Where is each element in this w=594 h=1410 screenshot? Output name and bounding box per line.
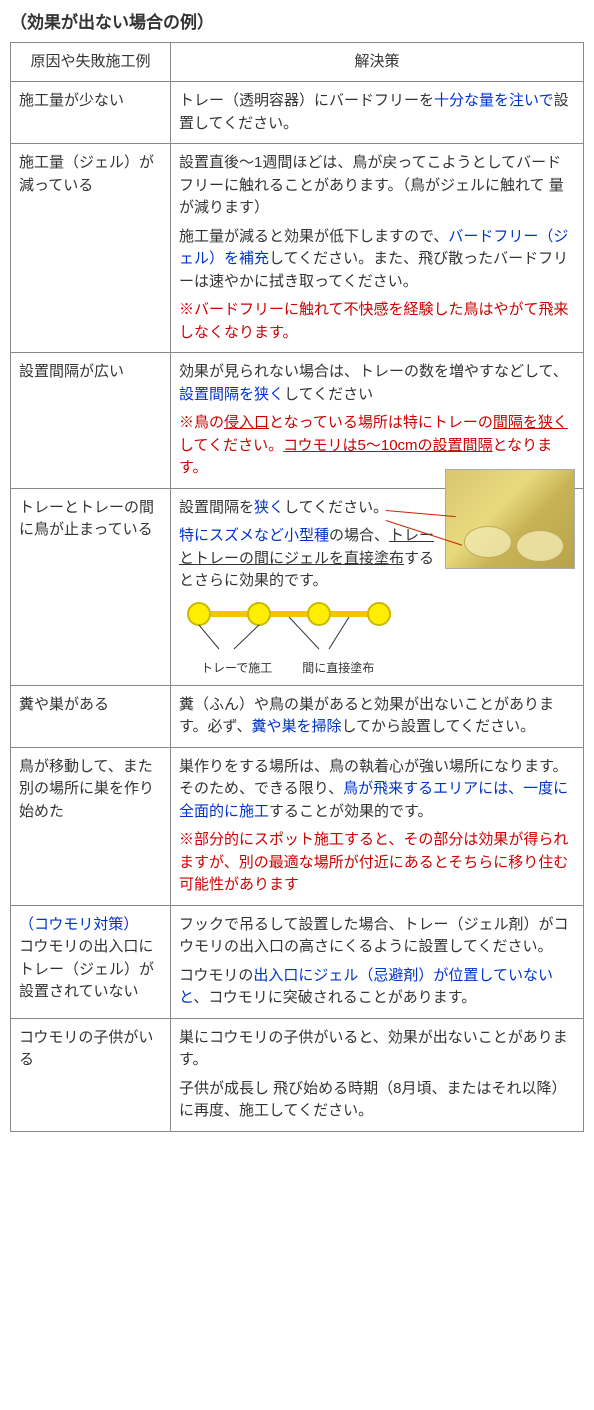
text: ※鳥の — [179, 414, 224, 431]
paragraph: 効果が見られない場合は、トレーの数を増やすなどして、設置間隔を狭くしてください — [179, 361, 575, 406]
highlight: 特にスズメなど小型種 — [179, 527, 329, 544]
solution-cell: フックで吊るして設置した場合、トレー（ジェル剤）がコウモリの出入口の高さにくるよ… — [171, 905, 584, 1018]
cause-cell: 施工量が少ない — [11, 82, 171, 144]
text: することが効果的です。 — [269, 803, 433, 820]
text: してください — [284, 386, 373, 403]
photo-placeholder — [445, 469, 575, 569]
paragraph: コウモリの出入口にジェル（忌避剤）が位置していないと、コウモリに突破されることが… — [179, 965, 575, 1010]
diagram-labels: トレーで施工 間に直接塗布 — [201, 659, 575, 677]
page-title: （効果が出ない場合の例） — [10, 10, 584, 36]
col-header-solution: 解決策 — [171, 42, 584, 82]
diagram-label: トレーで施工 — [201, 659, 272, 677]
text: 、コウモリに突破されることがあります。 — [193, 989, 476, 1006]
cause-cell: 施工量（ジェル）が減っている — [11, 144, 171, 353]
table-row: 鳥が移動して、また別の場所に巣を作り始めた 巣作りをする場所は、鳥の執着心が強い… — [11, 747, 584, 905]
cause-cell: トレーとトレーの間に鳥が止まっている — [11, 488, 171, 685]
text: 効果が見られない場合は、トレーの数を増やすなどして、 — [179, 363, 568, 380]
text: してから設置してください。 — [341, 718, 535, 735]
paragraph: 巣にコウモリの子供がいると、効果が出ないことがあります。 — [179, 1027, 575, 1072]
tray-circle — [368, 603, 390, 625]
highlight: 狭く — [254, 499, 284, 516]
solution-cell: 効果が見られない場合は、トレーの数を増やすなどして、設置間隔を狭くしてください … — [171, 353, 584, 489]
table-row: 糞や巣がある 糞（ふん）や鳥の巣があると効果が出ないことがあります。必ず、糞や巣… — [11, 685, 584, 747]
text: コウモリの — [179, 967, 253, 984]
table-row: 施工量が少ない トレー（透明容器）にバードフリーを十分な量を注いで設置してくださ… — [11, 82, 584, 144]
note: ※バードフリーに触れて不快感を経験した鳥はやがて飛来しなくなります。 — [179, 299, 575, 344]
cause-cell: 鳥が移動して、また別の場所に巣を作り始めた — [11, 747, 171, 905]
gel-bar — [191, 611, 391, 617]
tray-diagram: トレーで施工 間に直接塗布 — [179, 599, 575, 677]
highlight: 設置間隔を狭く — [179, 386, 284, 403]
cause-cell: 糞や巣がある — [11, 685, 171, 747]
paragraph: 特にスズメなど小型種の場合、トレーとトレーの間にジェルを直接塗布するとさらに効果… — [179, 525, 575, 593]
highlight: 十分な量を注いで — [434, 92, 554, 109]
text: の場合、 — [329, 527, 389, 544]
solution-cell: 糞（ふん）や鳥の巣があると効果が出ないことがあります。必ず、糞や巣を掃除してから… — [171, 685, 584, 747]
tray-circle — [248, 603, 270, 625]
paragraph: 設置直後～1週間ほどは、鳥が戻ってこようとしてバードフリーに触れることがあります… — [179, 152, 575, 220]
text: してください。 — [179, 437, 283, 454]
solution-cell: トレー（透明容器）にバードフリーを十分な量を注いで設置してください。 — [171, 82, 584, 144]
troubleshoot-table: 原因や失敗施工例 解決策 施工量が少ない トレー（透明容器）にバードフリーを十分… — [10, 42, 584, 1132]
diagram-label: 間に直接塗布 — [302, 659, 374, 677]
paragraph: フックで吊るして設置した場合、トレー（ジェル剤）がコウモリの出入口の高さにくるよ… — [179, 914, 575, 959]
solution-cell: 設置直後～1週間ほどは、鳥が戻ってこようとしてバードフリーに触れることがあります… — [171, 144, 584, 353]
table-row: コウモリの子供がいる 巣にコウモリの子供がいると、効果が出ないことがあります。 … — [11, 1018, 584, 1131]
text: 侵入口 — [224, 414, 269, 431]
text: コウモリは5～10cmの設置間隔 — [283, 437, 492, 454]
highlight: 糞や巣を掃除 — [251, 718, 341, 735]
tray-circle — [188, 603, 210, 625]
text: トレー（透明容器）にバードフリーを — [179, 92, 434, 109]
table-row: トレーとトレーの間に鳥が止まっている 設置間隔を狭くしてください。 特にスズメな… — [11, 488, 584, 685]
text: となっている場所は特にトレーの — [269, 414, 493, 431]
tray-circle — [308, 603, 330, 625]
text: コウモリの出入口にトレー（ジェル）が設置されていない — [19, 938, 154, 1000]
note: ※部分的にスポット施工すると、その部分は効果が得られますが、別の最適な場所が付近… — [179, 829, 575, 897]
table-row: （コウモリ対策） コウモリの出入口にトレー（ジェル）が設置されていない フックで… — [11, 905, 584, 1018]
cause-cell: （コウモリ対策） コウモリの出入口にトレー（ジェル）が設置されていない — [11, 905, 171, 1018]
text: 間隔を狭く — [493, 414, 568, 431]
paragraph: 子供が成長し 飛び始める時期（8月頃、またはそれ以降）に再度、施工してください。 — [179, 1078, 575, 1123]
paragraph: 施工量が減ると効果が低下しますので、バードフリー（ジェル）を補充してください。ま… — [179, 226, 575, 294]
cause-cell: コウモリの子供がいる — [11, 1018, 171, 1131]
paragraph: 巣作りをする場所は、鳥の執着心が強い場所になります。そのため、できる限り、鳥が飛… — [179, 756, 575, 824]
highlight: （コウモリ対策） — [19, 916, 138, 933]
text: してください。 — [284, 499, 388, 516]
text: 設置間隔を — [179, 499, 254, 516]
text: 施工量が減ると効果が低下しますので、 — [179, 228, 448, 245]
table-row: 設置間隔が広い 効果が見られない場合は、トレーの数を増やすなどして、設置間隔を狭… — [11, 353, 584, 489]
diagram-svg — [179, 599, 409, 659]
cause-cell: 設置間隔が広い — [11, 353, 171, 489]
solution-cell: 巣作りをする場所は、鳥の執着心が強い場所になります。そのため、できる限り、鳥が飛… — [171, 747, 584, 905]
solution-cell: 巣にコウモリの子供がいると、効果が出ないことがあります。 子供が成長し 飛び始め… — [171, 1018, 584, 1131]
solution-cell: 設置間隔を狭くしてください。 特にスズメなど小型種の場合、トレーとトレーの間にジ… — [171, 488, 584, 685]
table-row: 施工量（ジェル）が減っている 設置直後～1週間ほどは、鳥が戻ってこようとしてバー… — [11, 144, 584, 353]
col-header-cause: 原因や失敗施工例 — [11, 42, 171, 82]
